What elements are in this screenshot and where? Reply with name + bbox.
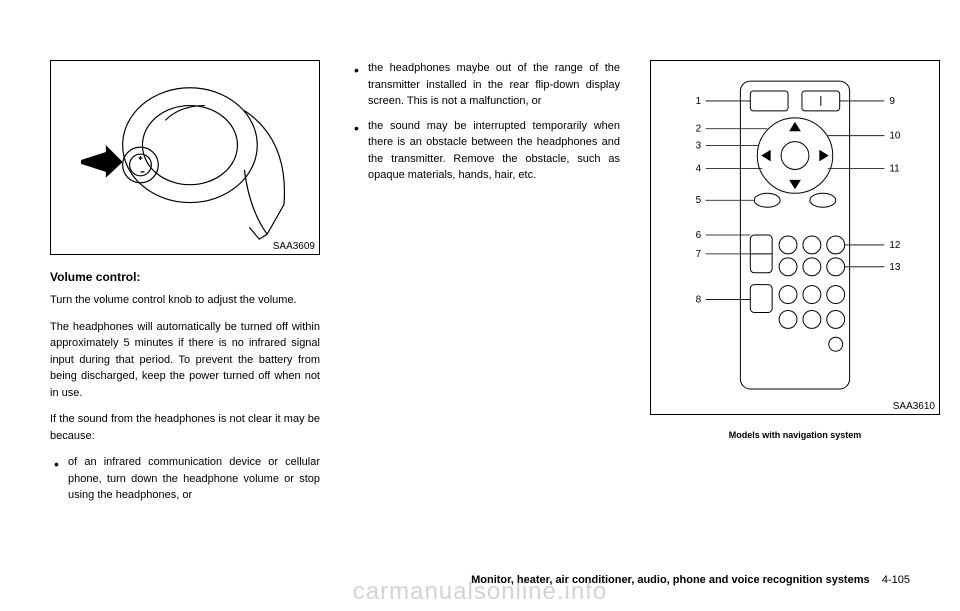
remote-caption: Models with navigation system (650, 430, 940, 440)
callout-6: 6 (696, 230, 702, 241)
bullet-obstacle: the sound may be interrupted temporarily… (350, 118, 620, 184)
remote-illustration: 1 2 3 4 5 6 7 8 9 10 11 12 13 (651, 61, 939, 414)
callout-9: 9 (889, 96, 895, 107)
callout-12: 12 (889, 240, 901, 251)
watermark-text: carmanualsonline.info (353, 578, 607, 606)
callout-11: 11 (889, 163, 900, 174)
callout-1: 1 (696, 96, 702, 107)
figure-label-headphones: SAA3609 (273, 241, 315, 252)
figure-label-remote: SAA3610 (893, 401, 935, 412)
bullet-infrared-device: of an infrared communication device or c… (50, 454, 320, 504)
headphones-figure: SAA3609 (50, 60, 320, 255)
bullet-list-col1: of an infrared communication device or c… (50, 454, 320, 504)
callout-10: 10 (889, 131, 901, 142)
callout-3: 3 (696, 141, 702, 152)
bullet-list-col2: the headphones maybe out of the range of… (350, 60, 620, 184)
callout-2: 2 (696, 124, 702, 135)
callout-8: 8 (696, 295, 702, 306)
pointer-arrow-icon (81, 145, 123, 178)
footer-page-number: 4-105 (882, 574, 910, 586)
callout-13: 13 (889, 262, 901, 273)
callout-5: 5 (696, 195, 702, 206)
callout-7: 7 (696, 249, 702, 260)
callout-4: 4 (696, 163, 702, 174)
volume-control-heading: Volume control: (50, 270, 320, 284)
para-auto-off: The headphones will automatically be tur… (50, 319, 320, 402)
headphones-illustration (51, 61, 319, 254)
para-sound-not-clear: If the sound from the headphones is not … (50, 411, 320, 444)
bullet-out-of-range: the headphones maybe out of the range of… (350, 60, 620, 110)
remote-figure: 1 2 3 4 5 6 7 8 9 10 11 12 13 SAA3610 (650, 60, 940, 415)
para-volume-adjust: Turn the volume control knob to adjust t… (50, 292, 320, 309)
